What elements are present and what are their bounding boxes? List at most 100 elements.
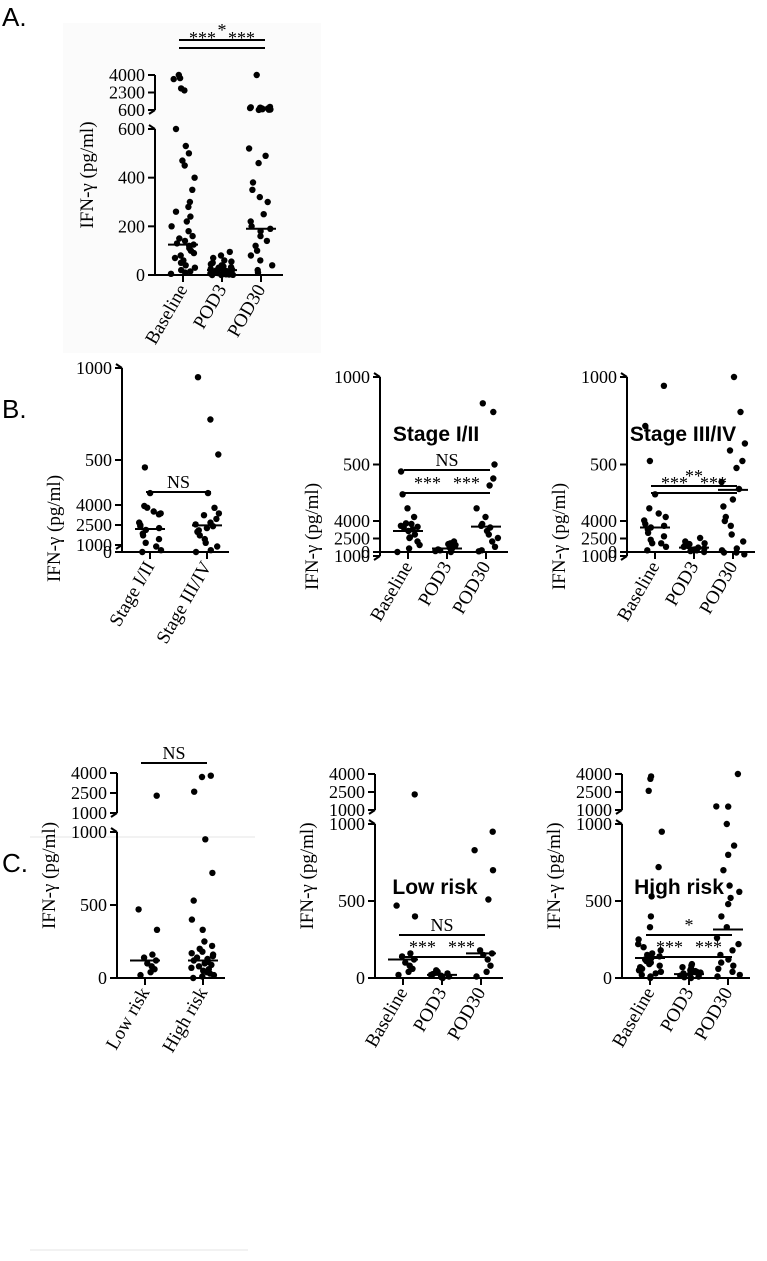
- data-point: [489, 867, 497, 874]
- data-point: [733, 545, 740, 552]
- data-point: [190, 897, 197, 904]
- data-point: [208, 942, 216, 950]
- data-point: [718, 478, 725, 486]
- chart-title: Stage I/II: [393, 423, 479, 446]
- data-point: [660, 533, 668, 540]
- data-point: [400, 524, 407, 531]
- y-tick-label: 2500: [334, 529, 370, 549]
- data-point: [172, 125, 180, 133]
- data-point: [150, 508, 157, 515]
- data-point: [142, 539, 149, 546]
- data-point: [141, 502, 148, 510]
- data-point: [635, 940, 642, 948]
- data-point: [172, 208, 180, 215]
- data-point: [485, 896, 492, 903]
- data-point: [700, 548, 708, 556]
- significance-label: ***: [409, 937, 436, 957]
- data-point: [262, 152, 269, 159]
- data-point: [471, 847, 478, 854]
- data-point: [146, 489, 154, 497]
- y-tick-label: 0: [356, 968, 365, 988]
- data-point: [416, 541, 423, 549]
- significance-label: ***: [695, 937, 722, 957]
- significance-label: *: [685, 915, 694, 935]
- x-tick-label: POD30: [444, 984, 491, 1044]
- y-tick-label: 500: [85, 450, 112, 470]
- data-point: [647, 974, 654, 982]
- data-point: [723, 820, 730, 828]
- data-point: [207, 772, 214, 779]
- data-point: [730, 962, 737, 969]
- data-point: [718, 959, 725, 966]
- data-point: [490, 408, 497, 416]
- data-point: [182, 142, 189, 150]
- data-point: [188, 950, 195, 957]
- data-point: [405, 545, 413, 552]
- data-point: [190, 249, 198, 257]
- y-tick-label: 500: [585, 891, 612, 911]
- data-point: [727, 894, 734, 902]
- data-point: [149, 951, 156, 958]
- significance-label: ***: [228, 28, 255, 48]
- y-tick-label: 1000: [334, 367, 370, 387]
- data-point: [411, 913, 419, 920]
- data-point: [729, 496, 737, 503]
- y-tick-label: 4000: [71, 763, 107, 783]
- y-tick-label: 1000: [76, 358, 112, 378]
- data-point: [489, 828, 496, 835]
- data-point: [210, 254, 217, 262]
- data-point: [701, 540, 708, 547]
- data-point: [485, 531, 492, 538]
- data-point: [254, 269, 262, 276]
- data-point: [171, 254, 179, 262]
- y-tick-label: 2300: [109, 83, 145, 103]
- data-point: [264, 198, 271, 206]
- data-point: [139, 532, 147, 539]
- y-tick-label: 0: [603, 968, 612, 988]
- y-tick-label: 1000: [71, 822, 107, 842]
- data-point: [739, 457, 746, 465]
- y-axis-label: IFN-γ (pg/ml): [44, 475, 65, 582]
- data-point: [215, 510, 223, 517]
- x-tick-label: POD3: [656, 984, 698, 1036]
- x-tick-label: POD3: [661, 558, 703, 610]
- data-point: [729, 947, 736, 954]
- data-point: [211, 504, 218, 511]
- data-point: [736, 971, 743, 979]
- significance-label: NS: [162, 743, 185, 763]
- data-point: [411, 531, 419, 538]
- y-tick-label: 2500: [76, 515, 112, 535]
- data-point: [167, 270, 175, 277]
- data-point: [728, 531, 735, 538]
- significance-label: ***: [700, 473, 727, 493]
- data-point: [194, 374, 202, 381]
- data-point: [191, 174, 198, 181]
- x-tick-label: POD30: [696, 558, 743, 618]
- data-point: [482, 513, 489, 521]
- y-axis-label: IFN-γ (pg/ml): [302, 483, 323, 590]
- data-point: [397, 468, 405, 475]
- data-point: [648, 893, 655, 900]
- y-tick-label: 1000: [71, 803, 107, 823]
- data-point: [215, 451, 222, 458]
- data-point: [647, 775, 654, 782]
- x-tick-label: Baseline: [366, 558, 417, 625]
- x-tick-label: POD3: [409, 984, 451, 1036]
- significance-label: NS: [430, 915, 453, 935]
- data-point: [687, 974, 695, 982]
- significance-label: ***: [661, 473, 688, 493]
- y-tick-label: 0: [136, 265, 145, 285]
- data-point: [395, 971, 402, 979]
- data-point: [646, 960, 653, 968]
- data-point: [257, 232, 264, 240]
- data-point: [640, 944, 647, 951]
- data-point: [726, 447, 734, 454]
- data-point: [638, 971, 645, 979]
- data-point: [473, 973, 480, 980]
- data-point: [490, 475, 497, 482]
- data-point: [139, 548, 146, 556]
- y-tick-label: 200: [118, 216, 145, 236]
- data-point: [217, 252, 225, 259]
